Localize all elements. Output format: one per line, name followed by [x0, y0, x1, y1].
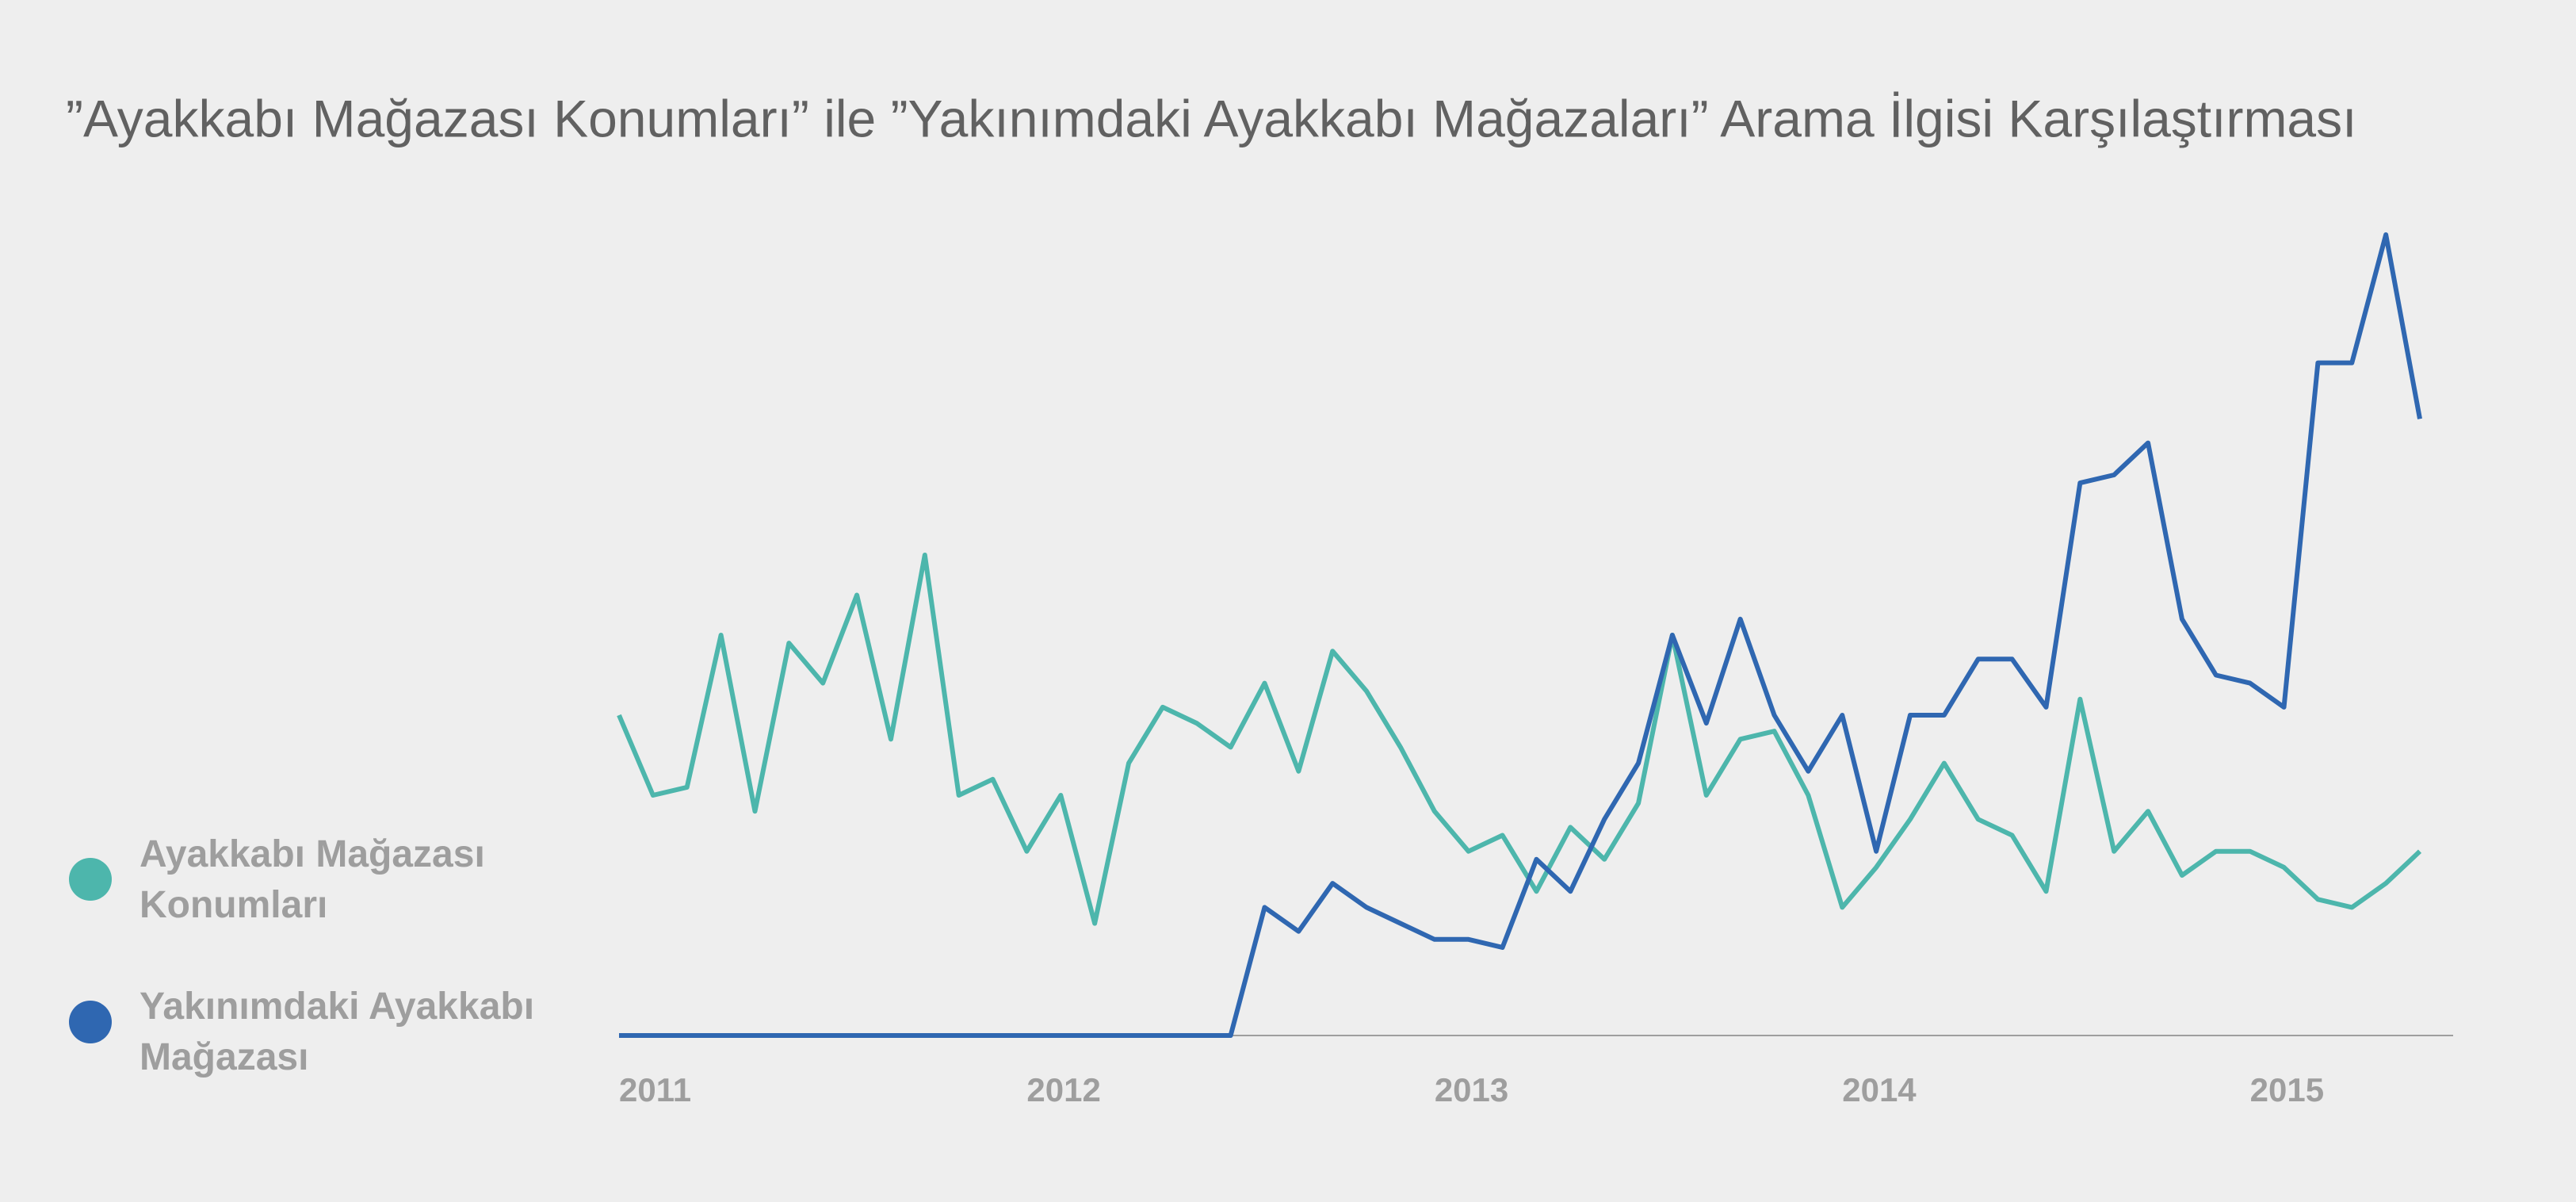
legend-marker [69, 858, 112, 901]
legend-label: Ayakkabı Mağazası Konumları [140, 833, 485, 926]
legend-label: Yakınımdaki Ayakkabı Mağazası [140, 986, 535, 1078]
x-tick-label: 2013 [1435, 1071, 1508, 1108]
legend-marker [69, 1001, 112, 1043]
series-line [619, 232, 2422, 1038]
chart-title: ”Ayakkabı Mağazası Konumları” ile ”Yakın… [66, 89, 2356, 147]
series-line [617, 553, 2422, 926]
x-tick-label: 2012 [1026, 1071, 1100, 1108]
x-tick-label: 2014 [1842, 1071, 1917, 1108]
x-tick-label: 2015 [2250, 1071, 2324, 1108]
x-tick-label: 2011 [619, 1071, 691, 1108]
